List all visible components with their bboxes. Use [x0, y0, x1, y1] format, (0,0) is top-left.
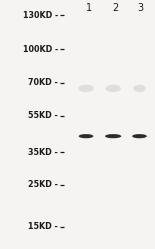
Ellipse shape — [80, 134, 92, 136]
Text: 130KD -: 130KD - — [23, 11, 58, 20]
Text: 100KD -: 100KD - — [23, 45, 58, 54]
Text: 15KD -: 15KD - — [28, 222, 58, 231]
Ellipse shape — [105, 85, 121, 92]
Ellipse shape — [105, 134, 121, 138]
Text: 2: 2 — [112, 3, 119, 13]
Ellipse shape — [78, 85, 94, 92]
Ellipse shape — [132, 134, 147, 138]
Text: 25KD -: 25KD - — [28, 180, 58, 189]
Text: 3: 3 — [137, 3, 143, 13]
Bar — [0, 0, 59, 249]
Text: 55KD -: 55KD - — [28, 111, 58, 120]
Text: 70KD -: 70KD - — [28, 78, 58, 87]
Ellipse shape — [106, 134, 120, 136]
Ellipse shape — [133, 134, 146, 136]
Text: 1: 1 — [86, 3, 92, 13]
Ellipse shape — [133, 85, 146, 92]
Text: 35KD -: 35KD - — [28, 148, 58, 157]
Ellipse shape — [79, 134, 93, 138]
